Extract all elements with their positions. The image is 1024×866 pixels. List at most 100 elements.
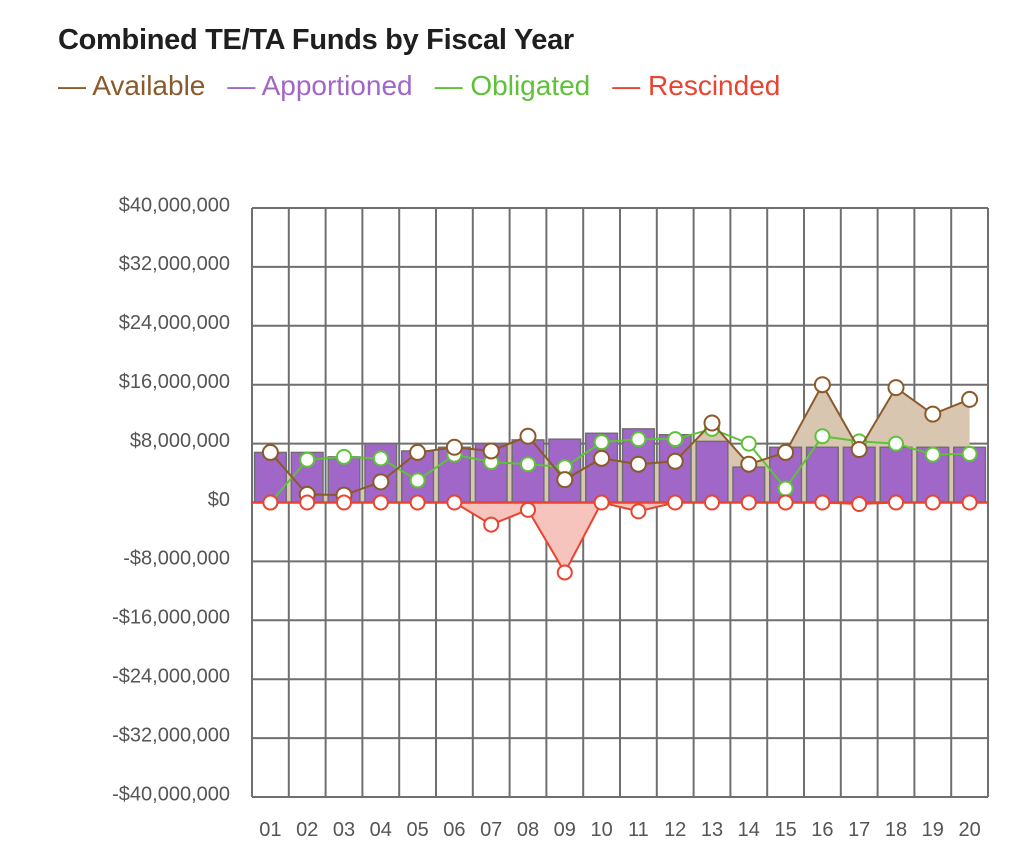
obligated-point: [372, 450, 389, 467]
y-tick-label: $16,000,000: [119, 371, 230, 393]
legend-dash-rescinded: —: [612, 70, 649, 101]
y-tick-label: -$16,000,000: [112, 607, 230, 629]
available-point: [372, 473, 390, 491]
obligated-point: [814, 428, 831, 445]
x-tick-label: 18: [885, 819, 907, 841]
x-tick-label: 06: [443, 819, 465, 841]
rescinded-point: [446, 494, 463, 511]
x-tick-label: 07: [480, 819, 502, 841]
x-tick-label: 17: [848, 819, 870, 841]
available-point: [519, 427, 537, 445]
obligated-point: [777, 480, 794, 497]
available-point: [924, 405, 942, 423]
y-tick-label: $40,000,000: [119, 194, 230, 216]
x-tick-label: 10: [590, 819, 612, 841]
apportioned-bar: [732, 466, 766, 504]
x-tick-label: 15: [774, 819, 796, 841]
available-point: [813, 376, 831, 394]
rescinded-point: [888, 494, 904, 511]
obligated-point: [520, 456, 536, 473]
rescinded-point: [961, 494, 978, 511]
available-point: [777, 443, 795, 461]
x-tick-label: 01: [259, 819, 281, 841]
apportioned-bar: [879, 446, 913, 504]
y-tick-label: -$40,000,000: [112, 783, 230, 805]
available-point: [482, 442, 500, 460]
rescinded-point: [924, 494, 941, 511]
rescinded-point: [814, 494, 831, 511]
rescinded-point: [851, 495, 868, 512]
x-tick-label: 20: [958, 819, 980, 841]
y-tick-label: -$24,000,000: [112, 665, 230, 687]
y-tick-label: $24,000,000: [119, 312, 230, 334]
x-tick-label: 08: [517, 819, 539, 841]
available-point: [887, 379, 905, 397]
x-tick-label: 12: [664, 819, 686, 841]
obligated-point: [299, 451, 316, 468]
available-point: [629, 455, 647, 473]
obligated-point: [667, 431, 684, 448]
obligated-point: [336, 448, 352, 465]
legend-item-rescinded[interactable]: — Rescinded: [612, 70, 780, 102]
legend-item-available[interactable]: — Available: [58, 70, 205, 102]
y-tick-label: $0: [208, 489, 230, 511]
rescinded-point: [409, 494, 426, 511]
obligated-point: [409, 472, 426, 489]
rescinded-point: [299, 494, 316, 511]
x-tick-label: 11: [628, 819, 649, 841]
legend-dash-obligated: —: [434, 70, 471, 101]
legend-item-obligated[interactable]: — Obligated: [435, 70, 591, 102]
rescinded-point: [520, 501, 536, 518]
legend-label-obligated: Obligated: [470, 70, 591, 101]
obligated-point: [961, 445, 978, 462]
available-point: [666, 452, 684, 470]
rescinded-point: [777, 494, 794, 511]
legend-label-available: Available: [92, 70, 206, 101]
obligated-point: [888, 435, 904, 452]
available-point: [961, 390, 979, 408]
available-point: [740, 455, 758, 473]
x-tick-label: 09: [554, 819, 576, 841]
available-point: [593, 449, 611, 467]
y-tick-label: -$8,000,000: [123, 548, 230, 570]
x-tick-label: 05: [406, 819, 428, 841]
legend-dash-available: —: [58, 70, 93, 101]
chart-title: Combined TE/TA Funds by Fiscal Year: [58, 24, 574, 56]
obligated-point: [630, 431, 647, 448]
y-tick-label: $8,000,000: [130, 430, 230, 452]
x-tick-label: 14: [738, 819, 760, 841]
obligated-point: [924, 446, 941, 463]
rescinded-point: [667, 494, 684, 511]
rescinded-point: [372, 494, 389, 511]
rescinded-point: [556, 564, 573, 581]
legend-dash-apportioned: —: [227, 70, 262, 101]
x-tick-label: 02: [296, 819, 318, 841]
legend-label-rescinded: Rescinded: [648, 70, 781, 101]
y-tick-label: $32,000,000: [119, 253, 230, 275]
rescinded-points: [262, 494, 978, 581]
available-point: [445, 438, 463, 456]
y-tick-label: -$32,000,000: [112, 724, 230, 746]
x-tick-label: 19: [922, 819, 944, 841]
rescinded-point: [630, 503, 647, 520]
x-tick-label: 13: [701, 819, 723, 841]
obligated-point: [740, 435, 757, 452]
rescinded-point: [262, 494, 279, 511]
available-point: [261, 443, 279, 461]
apportioned-bar: [695, 440, 729, 504]
legend-item-apportioned[interactable]: — Apportioned: [227, 70, 412, 102]
rescinded-point: [704, 494, 720, 511]
apportioned-bar: [805, 446, 839, 504]
rescinded-point: [740, 494, 757, 511]
x-tick-label: 03: [333, 819, 355, 841]
rescinded-point: [593, 494, 610, 511]
x-tick-label: 04: [370, 819, 392, 841]
legend: — Available — Apportioned — Obligated — …: [58, 70, 802, 102]
rescinded-point: [336, 494, 352, 511]
available-point: [556, 471, 574, 489]
rescinded-point: [483, 516, 500, 533]
available-point: [703, 414, 721, 432]
obligated-point: [593, 434, 610, 451]
legend-label-apportioned: Apportioned: [261, 70, 413, 101]
